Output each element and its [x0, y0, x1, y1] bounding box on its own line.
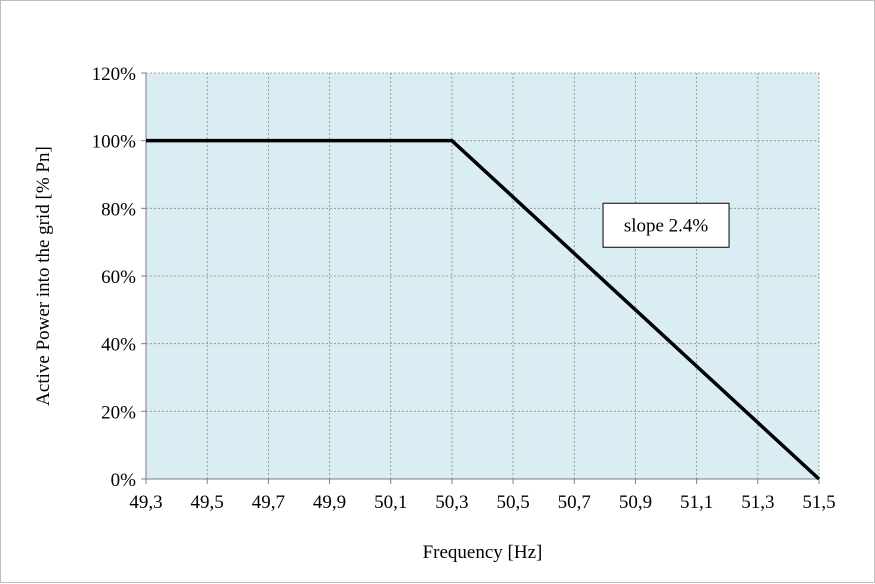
y-tick-label: 0% [111, 470, 137, 491]
y-tick-label: 60% [101, 267, 136, 288]
grid [146, 72, 820, 479]
y-tick-label: 120% [92, 64, 137, 85]
x-tick-label: 50,3 [435, 492, 468, 513]
y-tick-label: 100% [92, 132, 137, 153]
x-tick-label: 51,5 [802, 492, 835, 513]
x-tick-label: 50,1 [374, 492, 407, 513]
y-tick-label: 20% [101, 402, 136, 423]
x-tick-label: 49,7 [252, 492, 285, 513]
annotations: slope 2.4% [602, 202, 730, 248]
y-tick-label: 40% [101, 335, 136, 356]
x-tick-labels: 49,3 49,5 49,7 49,9 50,1 50,3 50,5 50,7 50,9 51,1… [129, 492, 835, 513]
y-tick-label: 80% [101, 199, 136, 220]
annotation-box [602, 202, 730, 248]
x-tick-label: 49,5 [191, 492, 224, 513]
y-tick-labels: 0% 20% 40% 60% 80% 100% 120% [92, 64, 137, 491]
series-layer [146, 138, 821, 481]
y-axis-title: Active Power into the grid [% Pn] [33, 146, 54, 406]
x-tick-label: 51,3 [741, 492, 774, 513]
x-tick-label: 49,3 [129, 492, 162, 513]
x-tick-label: 50,9 [619, 492, 652, 513]
x-tick-label: 50,7 [558, 492, 591, 513]
x-tick-label: 50,5 [496, 492, 529, 513]
x-tick-label: 51,1 [680, 492, 713, 513]
x-tick-label: 49,9 [313, 492, 346, 513]
x-axis-title: Frequency [Hz] [423, 542, 543, 563]
annotation-slope: slope 2.4% [624, 215, 709, 236]
power-curve-line [146, 138, 821, 481]
